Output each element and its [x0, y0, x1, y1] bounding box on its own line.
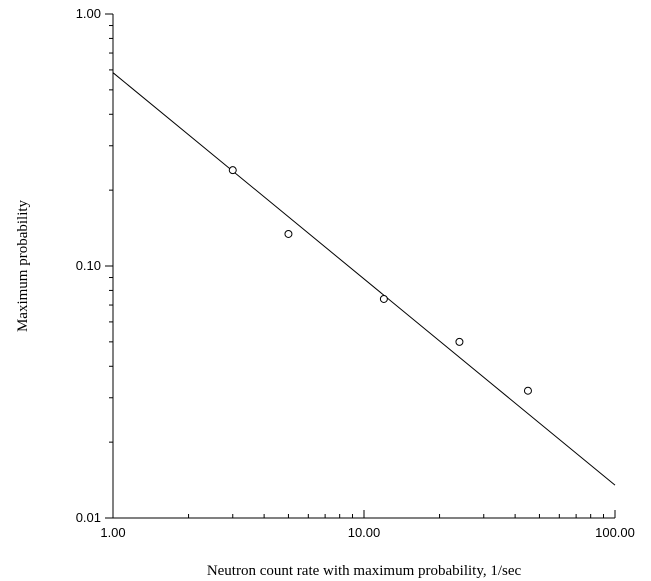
data-point: [379, 294, 388, 303]
x-tick-label: 100.00: [595, 525, 635, 540]
y-tick-label: 0.01: [76, 510, 101, 525]
fit-line: [112, 72, 616, 486]
y-tick-label: 0.10: [76, 258, 101, 273]
data-point: [523, 386, 532, 395]
tick-marks: [105, 13, 616, 519]
x-tick-label: 1.00: [100, 525, 125, 540]
data-point: [455, 337, 464, 346]
y-axis-title: Maximum probability: [15, 199, 31, 332]
y-tick-label: 1.00: [76, 6, 101, 21]
fit-lines: [112, 72, 616, 486]
data-point: [284, 229, 293, 238]
x-tick-label: 10.00: [348, 525, 381, 540]
data-point: [228, 166, 237, 175]
tick-labels: 1.00 10.00 100.00 0.01 0.10 1.00: [76, 6, 635, 540]
x-axis-title: Neutron count rate with maximum probabil…: [207, 563, 522, 579]
data-points: [228, 166, 532, 395]
